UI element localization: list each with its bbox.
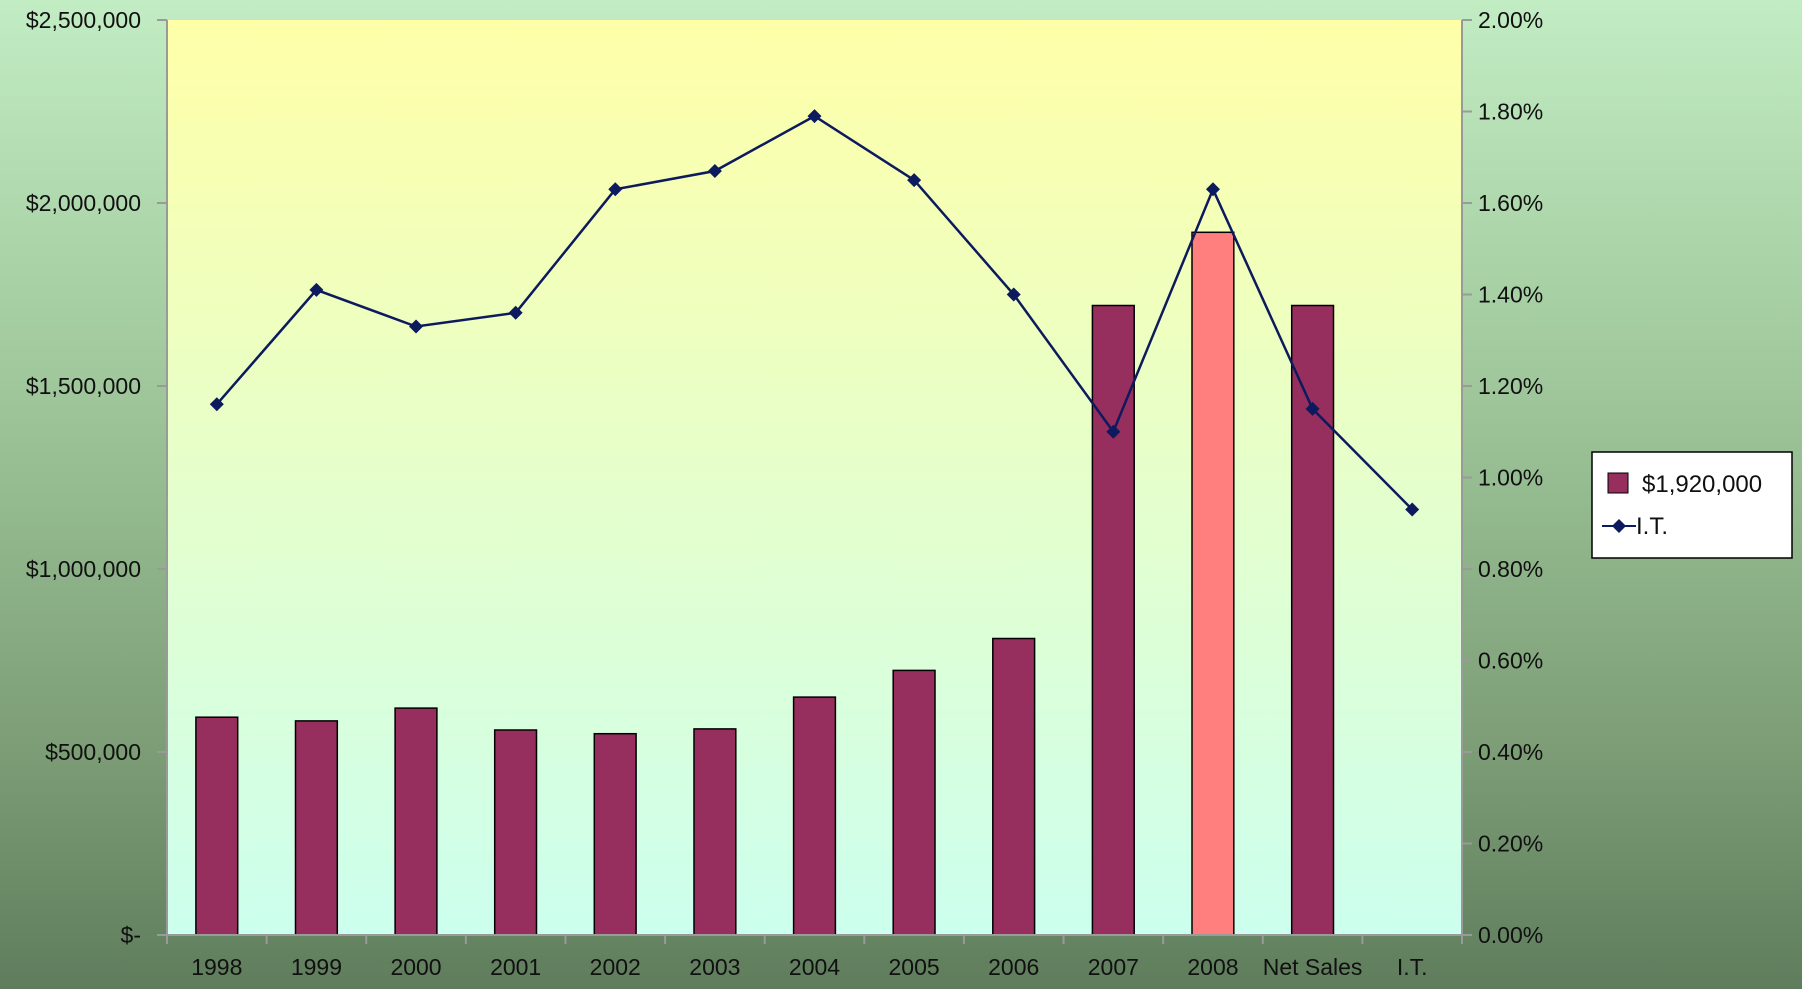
bar-2004	[792, 696, 837, 936]
legend-label-line: I.T.	[1636, 513, 1668, 540]
line-point-net-sales	[1305, 401, 1320, 416]
x-axis-tick-label: Net Sales	[1263, 954, 1363, 980]
x-axis-tick-label: 2000	[390, 954, 441, 980]
right-axis-tick-label: 1.40%	[1478, 282, 1543, 308]
bar-2006	[992, 637, 1036, 936]
right-axis-tick-label: 1.00%	[1478, 465, 1543, 491]
right-axis-tick-label: 0.40%	[1478, 739, 1543, 765]
x-axis-tick-label: 2005	[889, 954, 940, 980]
x-axis-tick-label: 2004	[789, 954, 840, 980]
x-axis-tick-label: 1998	[191, 954, 242, 980]
line-point-2001	[508, 305, 523, 320]
right-axis-tick-label: 0.20%	[1478, 831, 1543, 857]
legend-bar-swatch	[1607, 472, 1629, 494]
left-axis-tick-label: $2,500,000	[26, 7, 141, 33]
left-axis-tick-label: $2,000,000	[26, 190, 141, 216]
right-axis-tick-label: 1.80%	[1478, 99, 1543, 125]
bar-2002	[593, 732, 637, 936]
right-axis-tick-label: 1.20%	[1478, 373, 1543, 399]
right-axis-tick-label: 0.60%	[1478, 648, 1543, 674]
line-point-2006	[1006, 287, 1021, 302]
x-axis-tick-label: I.T.	[1397, 954, 1428, 980]
legend-box	[1591, 451, 1793, 559]
line-point-i-t-	[1405, 502, 1420, 517]
line-point-2004	[807, 109, 822, 124]
left-axis-tick-label: $1,000,000	[26, 556, 141, 582]
bar-2003	[693, 728, 737, 936]
right-axis-tick-label: 2.00%	[1478, 7, 1543, 33]
x-axis-tick-label: 2002	[590, 954, 641, 980]
line-point-2005	[907, 173, 922, 188]
line-point-1998	[209, 397, 224, 412]
bar-2008	[1191, 231, 1235, 936]
line-point-2007	[1106, 424, 1121, 439]
right-axis-tick-label: 1.60%	[1478, 190, 1543, 216]
bar-series	[195, 231, 1335, 936]
right-axis-tick-label: 0.80%	[1478, 556, 1543, 582]
bar-1998	[195, 716, 239, 936]
bar-2000	[394, 707, 438, 936]
legend-label-bar: $1,920,000	[1642, 471, 1762, 498]
line-point-2000	[409, 319, 424, 334]
left-axis-tick-label: $-	[121, 922, 141, 948]
line-point-2008	[1205, 182, 1220, 197]
line-point-2002	[608, 182, 623, 197]
axes: $- $500,000 $1,000,000 $1,500,000 $2,000,000…	[26, 7, 1543, 980]
line-series	[209, 109, 1420, 517]
bar-2001	[493, 729, 538, 936]
left-axis-tick-label: $1,500,000	[26, 373, 141, 399]
left-axis-tick-label: $500,000	[45, 739, 141, 765]
x-axis-tick-label: 2007	[1088, 954, 1139, 980]
line-point-1999	[309, 282, 324, 297]
bar-2007	[1091, 304, 1135, 936]
bar-2005	[892, 669, 936, 936]
x-axis-tick-label: 2003	[689, 954, 740, 980]
diamond-marker-icon	[1612, 519, 1626, 533]
x-axis-tick-label: 1999	[291, 954, 342, 980]
right-axis-tick-label: 0.00%	[1478, 922, 1543, 948]
x-axis-tick-label: 2008	[1187, 954, 1238, 980]
bar-net-sales	[1290, 304, 1335, 936]
x-axis-tick-label: 2001	[490, 954, 541, 980]
bar-1999	[294, 720, 339, 936]
legend: $1,920,000 I.T.	[1591, 451, 1793, 559]
line-point-2003	[707, 163, 722, 178]
x-axis-tick-label: 2006	[988, 954, 1039, 980]
